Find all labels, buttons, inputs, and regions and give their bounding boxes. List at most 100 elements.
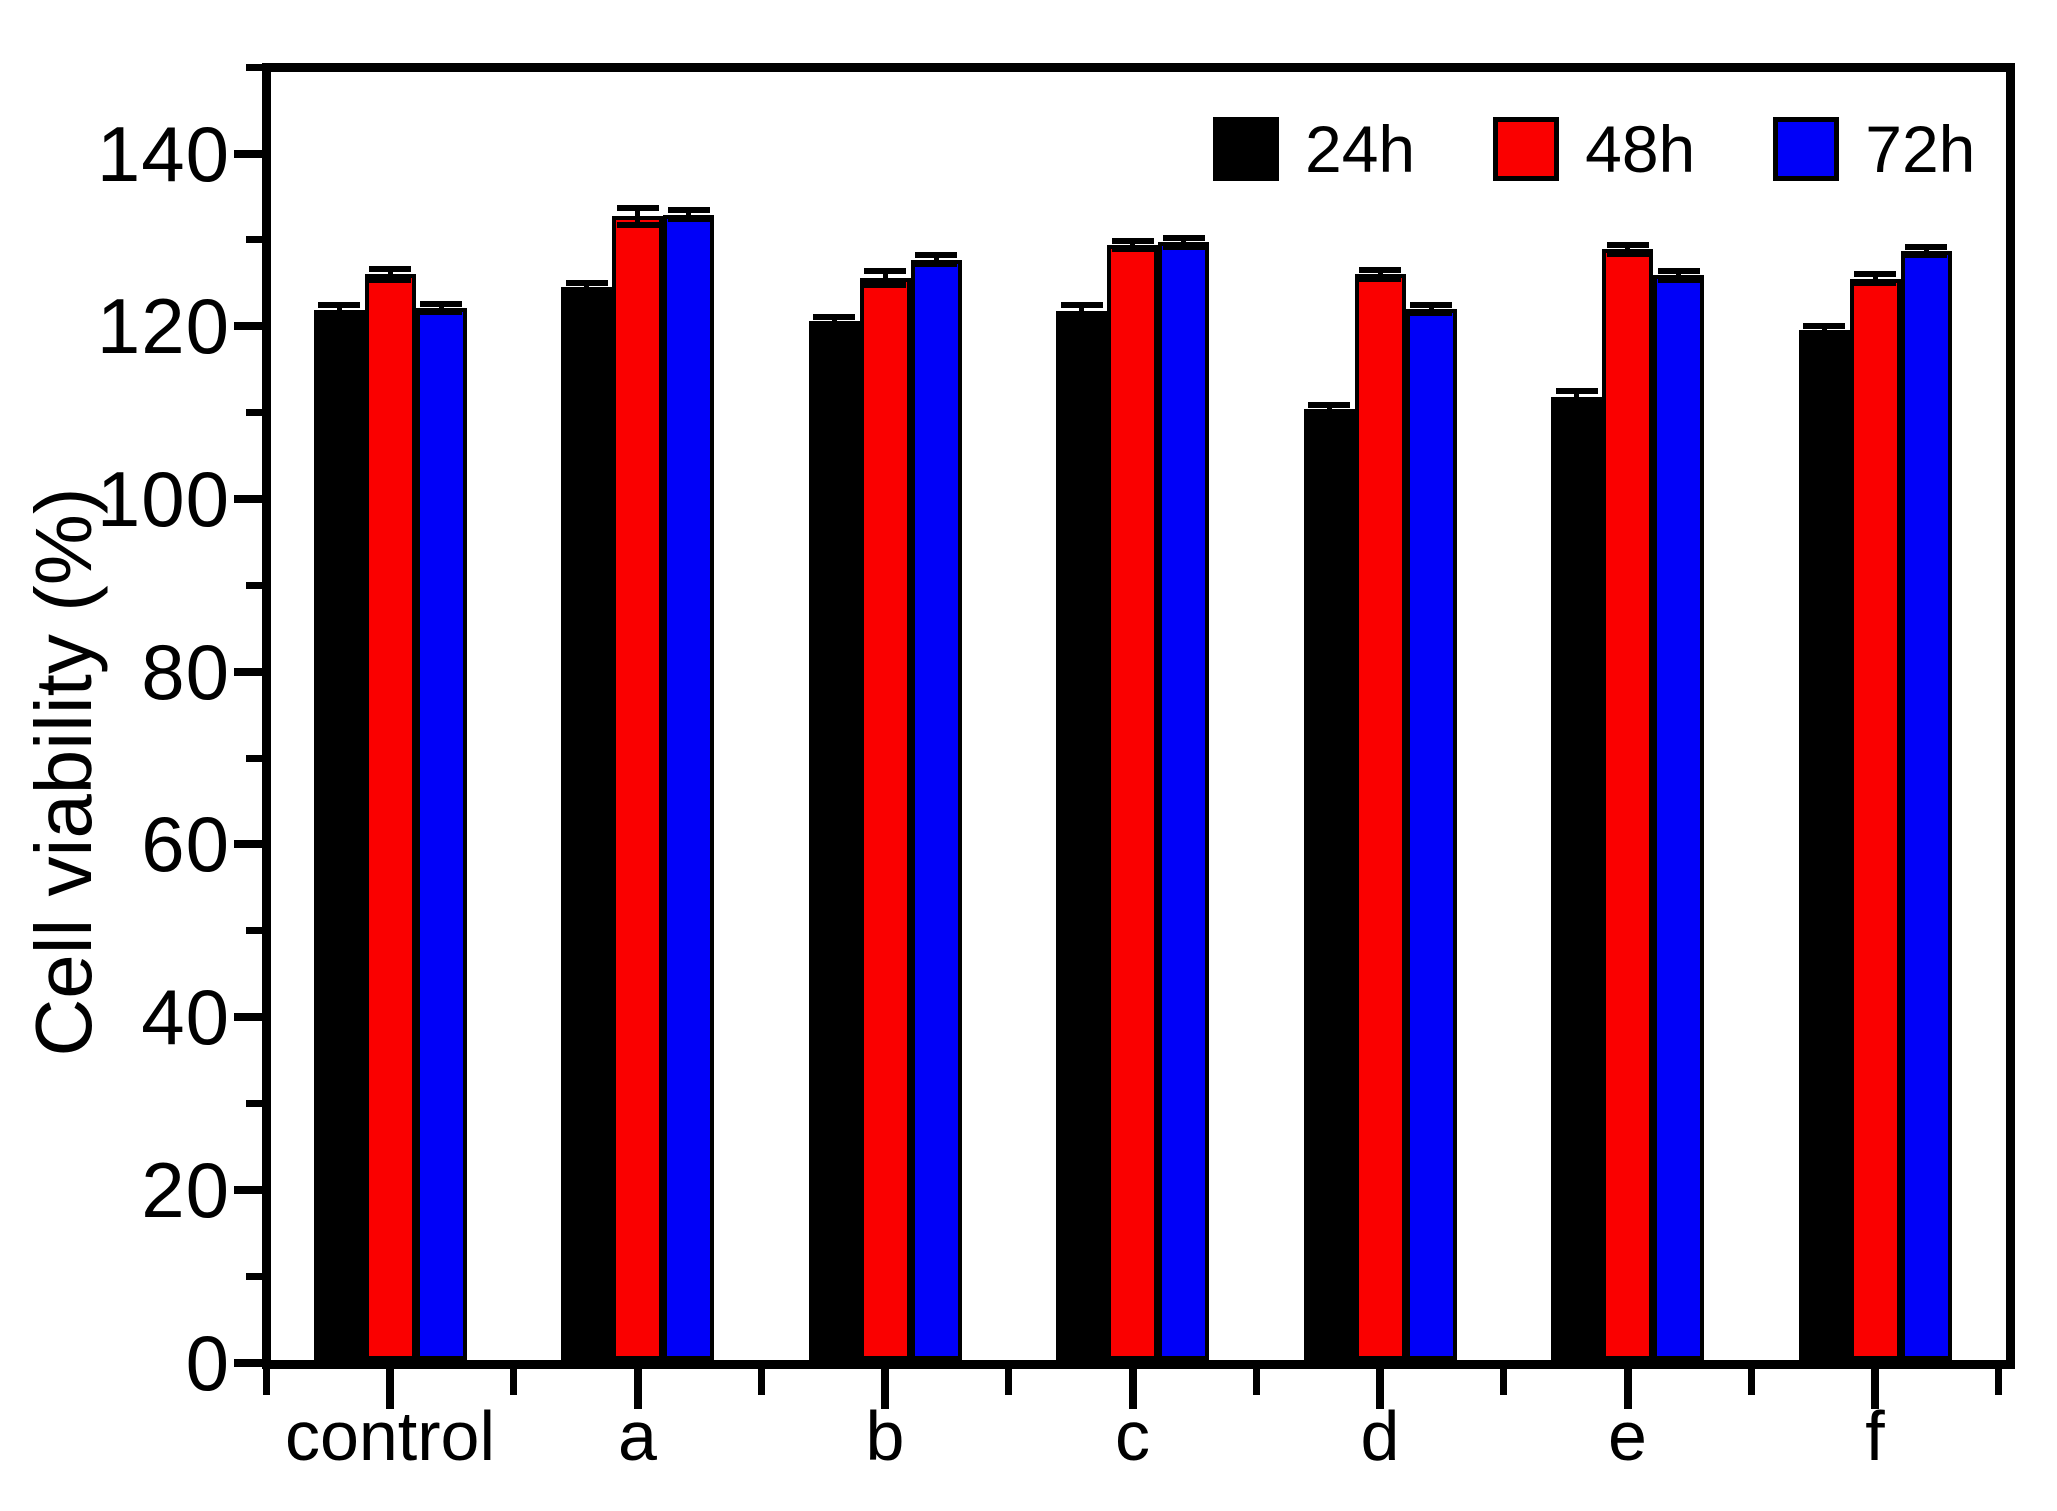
error-bar-cap-bottom bbox=[1555, 400, 1598, 407]
error-bar-line bbox=[1181, 238, 1186, 247]
error-bar-line bbox=[1428, 304, 1434, 314]
x-major-tick bbox=[1376, 1369, 1384, 1409]
bar-48h-d bbox=[1354, 274, 1406, 1360]
error-bar-cap-top bbox=[420, 300, 462, 307]
x-minor-tick bbox=[1252, 1369, 1260, 1395]
error-bar-cap-top bbox=[369, 266, 411, 273]
x-minor-tick bbox=[1500, 1369, 1508, 1395]
error-bar-cap-bottom bbox=[1606, 250, 1649, 257]
y-major-tick bbox=[234, 1185, 262, 1194]
y-major-tick bbox=[234, 667, 262, 676]
x-major-tick bbox=[1871, 1369, 1879, 1409]
error-bar-line bbox=[1625, 244, 1630, 254]
error-bar-cap-bottom bbox=[1803, 331, 1845, 338]
x-minor-tick bbox=[757, 1369, 765, 1395]
error-bar-cap-top bbox=[1657, 267, 1700, 274]
error-bar-line bbox=[1377, 270, 1383, 279]
x-category-label-b: b bbox=[865, 1397, 905, 1475]
error-bar-cap-top bbox=[1606, 241, 1649, 248]
bar-48h-c bbox=[1107, 244, 1158, 1360]
y-minor-tick bbox=[246, 581, 262, 589]
bar-24h-a bbox=[561, 287, 612, 1360]
error-bar-cap-top bbox=[864, 267, 906, 274]
error-bar-cap-top bbox=[915, 252, 957, 259]
x-category-label-a: a bbox=[618, 1397, 657, 1475]
bar-24h-f bbox=[1798, 330, 1850, 1360]
y-tick-label: 140 bbox=[96, 109, 230, 198]
error-bar-line bbox=[1923, 246, 1929, 256]
error-bar-cap-bottom bbox=[318, 311, 360, 318]
bar-72h-f bbox=[1900, 251, 1952, 1360]
bar-24h-d bbox=[1303, 409, 1355, 1360]
y-tick-label: 60 bbox=[141, 800, 230, 889]
y-tick-label: 120 bbox=[96, 282, 230, 371]
legend-swatch-48h bbox=[1493, 117, 1560, 181]
error-bar-cap-top bbox=[667, 207, 710, 214]
bar-48h-a bbox=[612, 216, 663, 1360]
error-bar-cap-bottom bbox=[864, 281, 906, 288]
error-bar-line bbox=[1676, 270, 1681, 280]
error-bar-cap-top bbox=[1905, 243, 1947, 250]
error-bar-line bbox=[336, 305, 342, 315]
x-minor-tick bbox=[262, 1369, 270, 1395]
bar-72h-a bbox=[663, 214, 714, 1360]
error-bar-line bbox=[438, 303, 444, 313]
plot-area bbox=[271, 72, 2006, 1360]
legend-entry-24h: 24h bbox=[1213, 116, 1415, 182]
x-major-tick bbox=[1623, 1369, 1632, 1409]
error-bar-cap-bottom bbox=[420, 309, 462, 316]
error-bar-cap-top bbox=[1803, 323, 1845, 330]
x-minor-tick bbox=[1005, 1369, 1013, 1395]
y-minor-tick bbox=[246, 1272, 262, 1280]
error-bar-line bbox=[882, 270, 888, 285]
x-category-label-control: control bbox=[284, 1397, 496, 1475]
error-bar-cap-top bbox=[616, 204, 659, 211]
error-bar-cap-bottom bbox=[369, 276, 411, 283]
legend-entry-48h: 48h bbox=[1493, 116, 1695, 182]
y-tick-label: 40 bbox=[141, 973, 230, 1062]
bar-72h-e bbox=[1653, 275, 1704, 1360]
legend-entry-72h: 72h bbox=[1773, 116, 1975, 182]
y-minor-tick bbox=[246, 409, 262, 417]
error-bar-cap-top bbox=[1359, 267, 1401, 273]
x-major-tick bbox=[881, 1369, 889, 1409]
bar-24h-b bbox=[808, 320, 860, 1360]
legend-label-24h: 24h bbox=[1305, 112, 1416, 186]
error-bar-cap-top bbox=[318, 302, 360, 309]
y-minor-tick bbox=[246, 927, 262, 935]
error-bar-line bbox=[1574, 390, 1579, 403]
y-major-tick bbox=[234, 840, 262, 849]
legend-swatch-72h bbox=[1773, 117, 1840, 181]
error-bar-line bbox=[831, 316, 837, 326]
x-category-label-f: f bbox=[1865, 1397, 1885, 1475]
y-minor-tick bbox=[246, 236, 262, 244]
x-minor-tick bbox=[1995, 1369, 2003, 1395]
error-bar-cap-top bbox=[1308, 401, 1350, 408]
bar-72h-d bbox=[1405, 308, 1457, 1360]
x-major-tick bbox=[386, 1369, 394, 1409]
error-bar-cap-top bbox=[1162, 235, 1205, 242]
x-category-label-c: c bbox=[1115, 1397, 1150, 1475]
error-bar-cap-bottom bbox=[1657, 276, 1700, 283]
error-bar-cap-bottom bbox=[1060, 313, 1103, 320]
error-bar-line bbox=[1079, 304, 1084, 317]
bar-72h-b bbox=[910, 259, 962, 1360]
error-bar-line bbox=[686, 210, 691, 220]
error-bar-cap-top bbox=[1060, 301, 1103, 308]
x-major-tick bbox=[1128, 1369, 1137, 1409]
bar-24h-control bbox=[313, 309, 365, 1360]
error-bar-cap-top bbox=[1854, 271, 1896, 278]
error-bar-cap-bottom bbox=[915, 260, 957, 267]
error-bar-cap-bottom bbox=[667, 216, 710, 223]
y-major-tick bbox=[234, 1358, 262, 1367]
y-minor-tick bbox=[246, 1100, 262, 1108]
error-bar-cap-top bbox=[813, 313, 855, 320]
error-bar-cap-bottom bbox=[1111, 246, 1154, 253]
error-bar-cap-top bbox=[1111, 237, 1154, 244]
bar-48h-b bbox=[859, 277, 911, 1360]
x-minor-tick bbox=[1747, 1369, 1755, 1395]
bar-24h-c bbox=[1056, 310, 1107, 1360]
error-bar-line bbox=[387, 269, 393, 280]
x-category-label-e: e bbox=[1608, 1397, 1647, 1475]
